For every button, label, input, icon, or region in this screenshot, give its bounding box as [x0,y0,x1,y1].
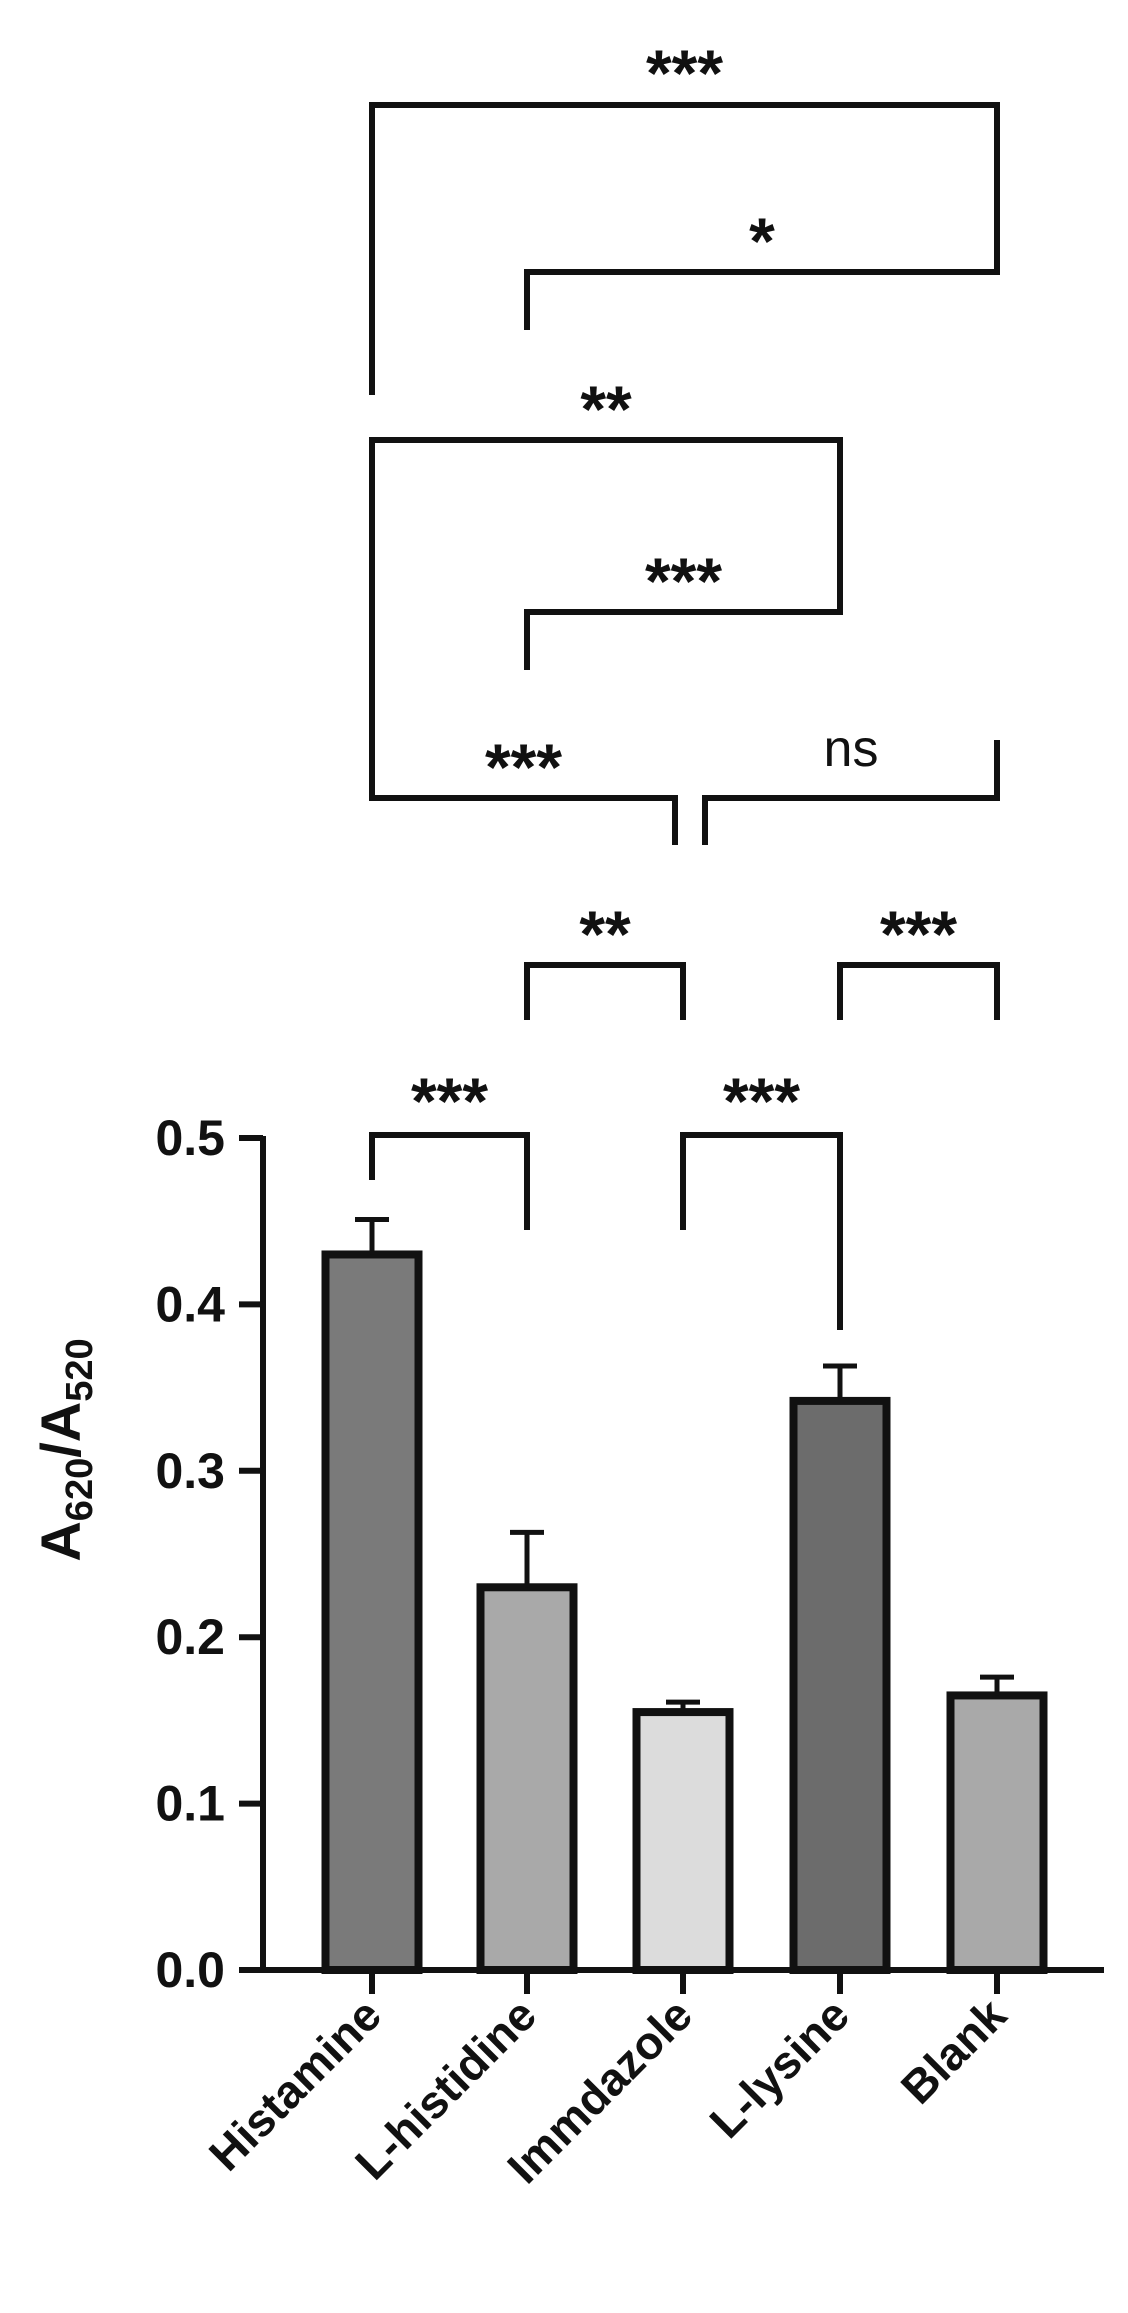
bar [946,1691,1048,1974]
bar [476,1583,578,1975]
significance-bracket [680,1132,843,1330]
significance-label: *** [646,36,723,110]
x-tick-label: Blank [891,1988,1017,2114]
significance-bracket [702,740,1000,845]
significance-label: *** [723,1064,800,1138]
significance-label: ** [579,897,631,971]
significance-label: *** [485,730,562,804]
x-tick-label: L-lysine [699,1988,859,2148]
significance-label: ns [824,720,879,778]
y-tick-label: 0.2 [155,1609,225,1665]
significance-label: ** [580,372,632,446]
significance-bracket [369,1132,530,1230]
significance-label: *** [880,897,957,971]
y-tick-label: 0.1 [155,1776,225,1832]
y-tick-label: 0.0 [155,1942,225,1998]
bar [632,1708,734,1974]
significance-brackets: ************ ns** ****** *** [369,36,1000,1330]
significance-bracket [369,740,678,845]
y-tick-label: 0.5 [155,1110,225,1166]
significance-label: * [749,204,775,278]
y-tick-label: 0.4 [155,1276,225,1332]
significance-bracket [524,962,686,1020]
bar [321,1250,423,1974]
y-tick-label: 0.3 [155,1443,225,1499]
significance-bracket [837,962,1000,1020]
significance-label: *** [411,1064,488,1138]
bar [789,1396,891,1974]
y-axis: 0.0 0.1 0.2 0.3 0.4 0.5 [155,1110,266,1998]
significance-bracket [524,565,843,670]
significance-bracket [369,102,1000,395]
significance-label: *** [645,544,722,618]
y-axis-label: A620/A520 [29,1338,101,1561]
bars [321,1217,1048,1975]
significance-bracket [369,437,843,740]
significance-bracket [524,230,1000,330]
